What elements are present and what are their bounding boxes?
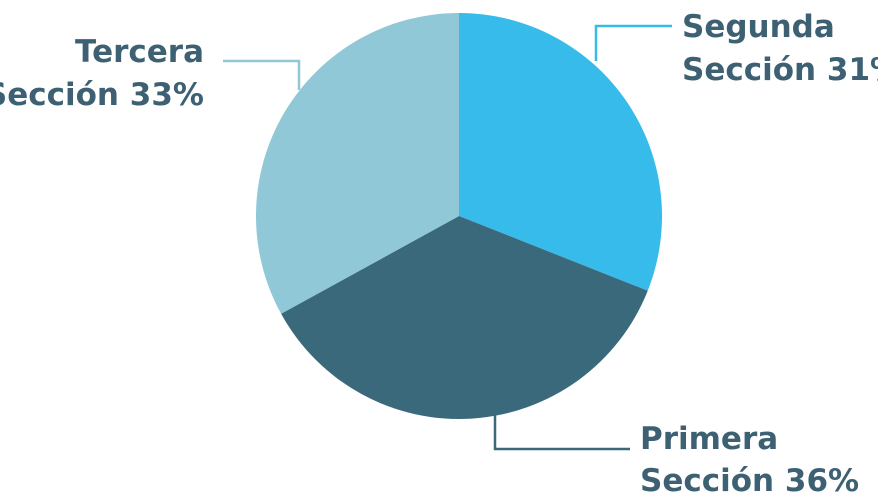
slice-label-segunda-name: Segunda: [682, 9, 835, 45]
leader-line-tercera: [223, 59, 301, 90]
pie-slice-segunda: [459, 13, 662, 291]
label-leader-lines: [223, 24, 672, 451]
slice-label-segunda: Segunda Sección 31%: [682, 9, 878, 88]
slice-label-tercera-name: Tercera: [75, 34, 204, 70]
slice-label-primera-value: Sección 36%: [640, 463, 859, 496]
slice-label-tercera-value: Sección 33%: [0, 77, 204, 113]
leader-line-segunda: [594, 24, 672, 61]
slice-label-segunda-value: Sección 31%: [682, 52, 878, 88]
pie-slice-primera: [281, 216, 648, 419]
pie-slice-tercera: [255, 13, 459, 314]
pie-slices: [255, 13, 662, 419]
leader-line-primera: [493, 397, 630, 451]
slice-label-primera-name: Primera: [640, 421, 778, 457]
slice-label-tercera: Tercera Sección 33%: [0, 34, 204, 113]
slice-label-primera: Primera Sección 36%: [640, 421, 859, 496]
